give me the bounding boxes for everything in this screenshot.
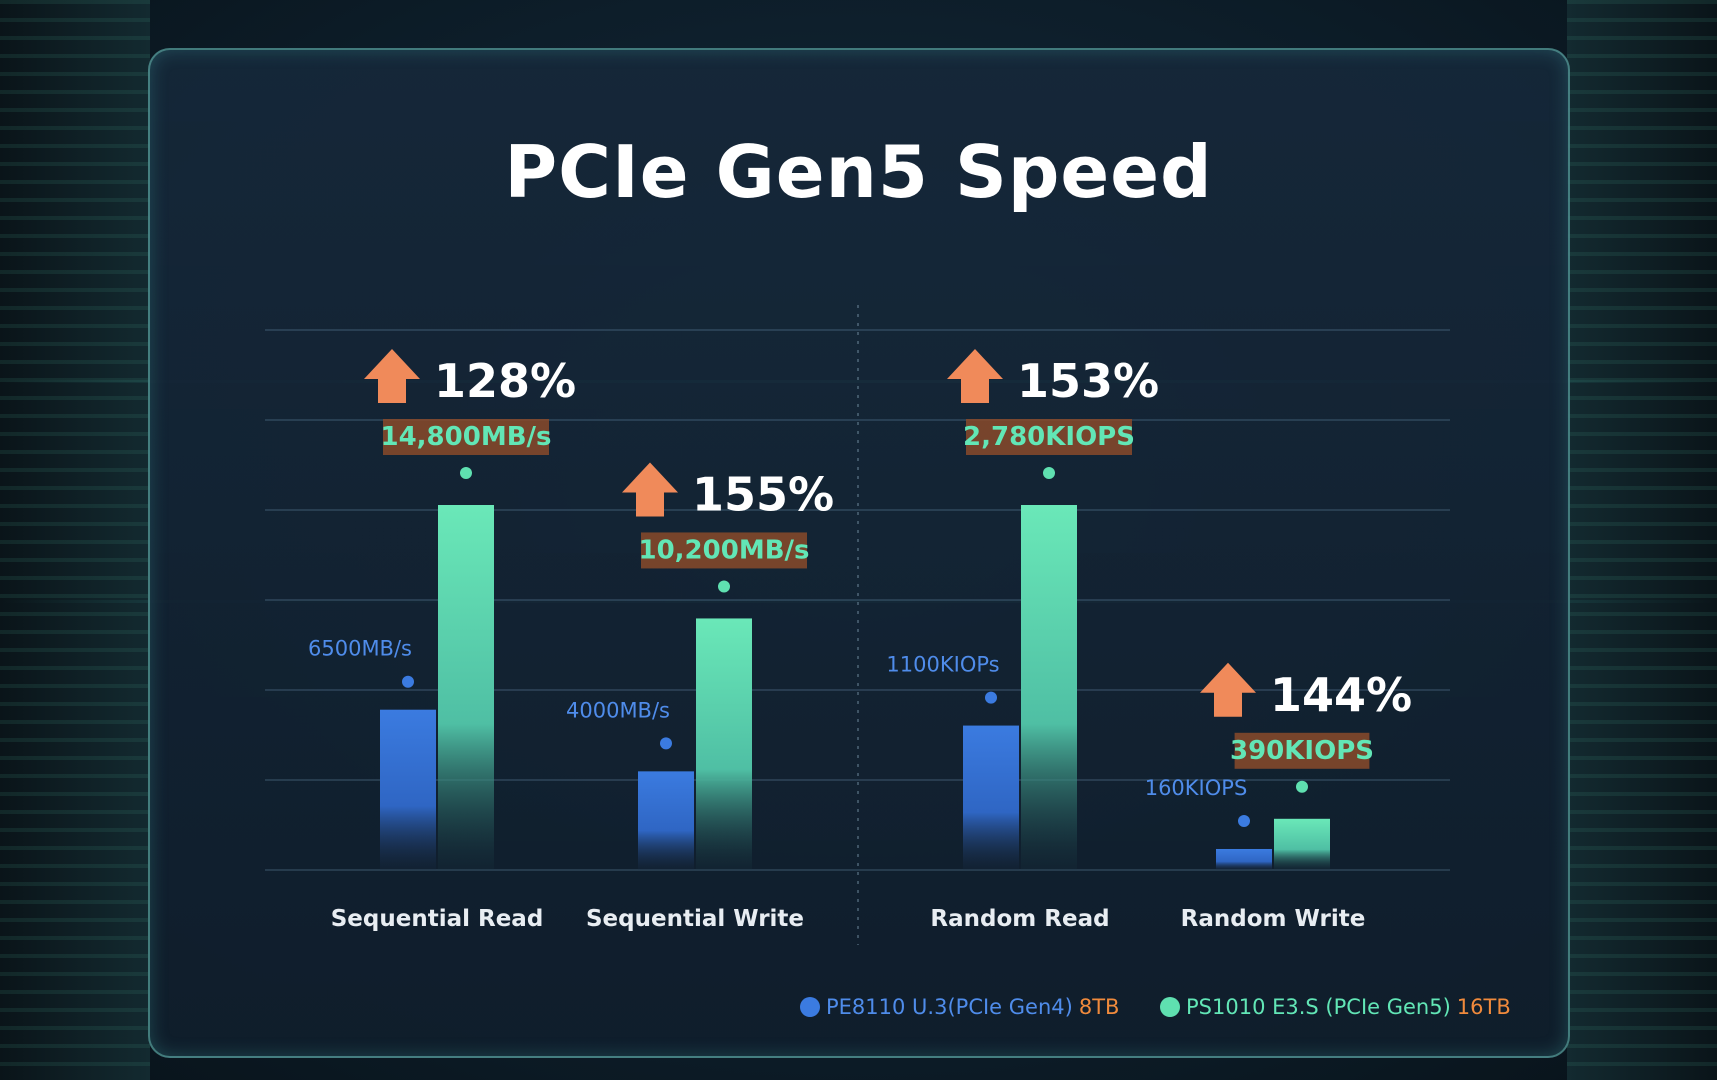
legend-item-gen4: PE8110 U.3(PCIe Gen4) 8TB <box>800 995 1119 1019</box>
value-label-gen4: 1100KIOPs <box>886 653 999 677</box>
category-label: Sequential Write <box>586 906 804 932</box>
value-highlight-box <box>966 419 1132 455</box>
value-label-gen4: 6500MB/s <box>308 637 412 661</box>
improvement-label: 144% <box>1270 668 1412 722</box>
improvement-label: 128% <box>434 354 576 408</box>
legend-capacity: 8TB <box>1078 995 1120 1019</box>
data-point-gen5 <box>1043 467 1055 479</box>
data-point-gen5 <box>1296 780 1308 793</box>
data-point-gen4 <box>985 691 997 704</box>
data-point-gen4 <box>660 737 672 750</box>
server-rack-left <box>0 0 150 1080</box>
up-arrow-icon <box>1200 662 1256 717</box>
bar-gen5 <box>1274 818 1330 870</box>
value-label-gen5: 10,200MB/s <box>639 535 810 565</box>
category-label: Random Write <box>1181 906 1366 932</box>
improvement-label: 155% <box>692 467 834 521</box>
value-highlight-box <box>641 532 807 569</box>
server-rack-right <box>1567 0 1717 1080</box>
data-point-gen5 <box>718 580 730 593</box>
bar-gen4 <box>963 725 1019 870</box>
legend-item-gen5: PS1010 E3.S (PCIe Gen5) 16TB <box>1160 995 1511 1019</box>
value-label-gen5: 390KIOPS <box>1230 736 1374 766</box>
legend-label: PS1010 E3.S (PCIe Gen5) <box>1186 995 1451 1019</box>
bar-gen4 <box>638 771 694 870</box>
bar-gen5 <box>696 618 752 870</box>
improvement-label: 153% <box>1017 354 1159 408</box>
bar-gen4 <box>1216 848 1272 870</box>
value-label-gen5: 14,800MB/s <box>381 422 552 452</box>
chart-title: PCIe Gen5 Speed <box>504 130 1213 214</box>
bar-gen5 <box>438 505 494 870</box>
value-highlight-box <box>383 419 549 455</box>
data-point-gen4 <box>402 675 414 688</box>
chart-panel <box>148 48 1570 1058</box>
category-label: Sequential Read <box>331 906 544 932</box>
legend-label: PE8110 U.3(PCIe Gen4) <box>826 995 1073 1019</box>
data-point-gen4 <box>1238 814 1250 827</box>
bar-gen5 <box>1021 505 1077 870</box>
legend-swatch <box>800 997 820 1017</box>
legend-capacity: 16TB <box>1456 995 1511 1019</box>
value-highlight-box <box>1234 732 1370 769</box>
up-arrow-icon <box>364 349 420 403</box>
value-label-gen5: 2,780KIOPS <box>963 422 1135 452</box>
up-arrow-icon <box>947 349 1003 403</box>
value-label-gen4: 160KIOPS <box>1145 776 1248 800</box>
value-label-gen4: 4000MB/s <box>566 698 670 722</box>
bar-gen4 <box>380 709 436 870</box>
data-point-gen5 <box>460 467 472 479</box>
up-arrow-icon <box>622 462 678 517</box>
category-label: Random Read <box>930 906 1109 932</box>
legend-swatch <box>1160 997 1180 1017</box>
